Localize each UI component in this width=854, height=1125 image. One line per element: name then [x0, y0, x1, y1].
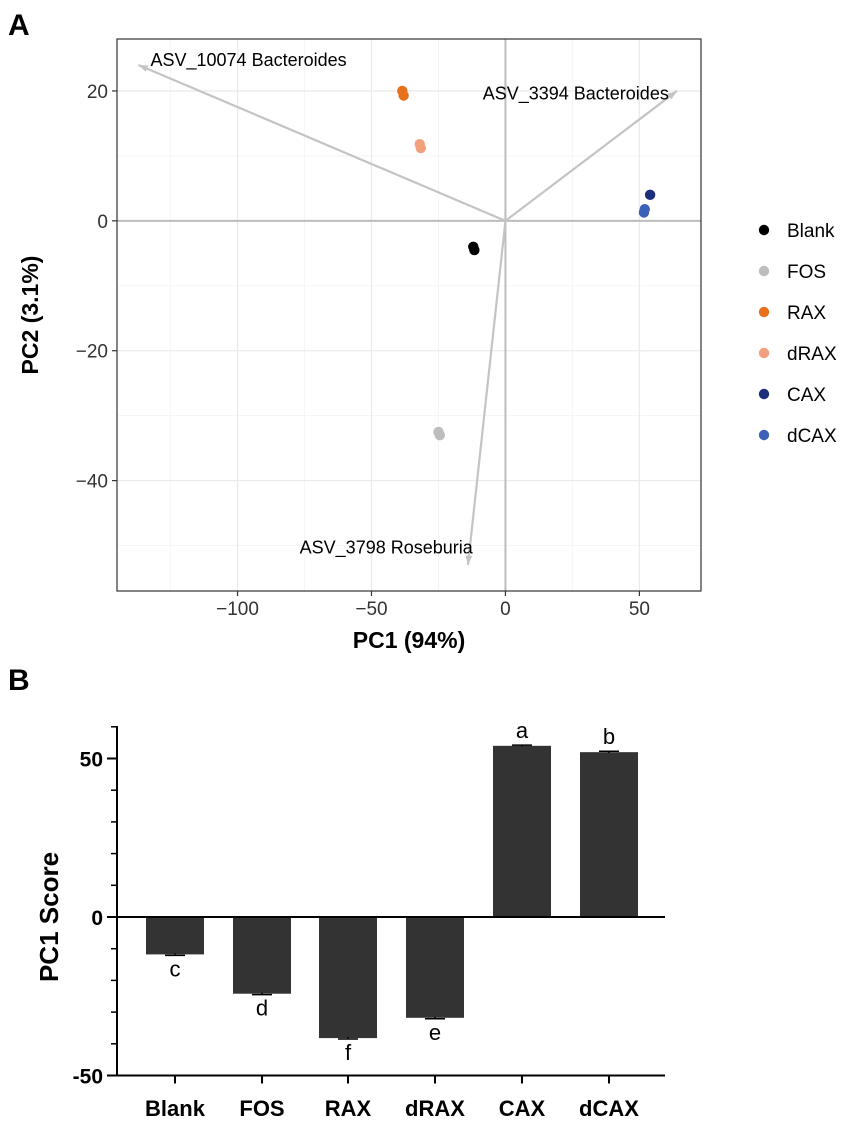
- bar-dcax: [580, 752, 638, 917]
- loading-arrowhead-asv-10074-bacteroides: [138, 64, 149, 72]
- loading-labels: ASV_10074 Bacteroides ASV_3394 Bacteroide…: [150, 50, 668, 559]
- category-label-dcax: dCAX: [579, 1096, 639, 1121]
- legend-label-dcax: dCAX: [787, 426, 837, 447]
- loading-arrows: [138, 63, 678, 566]
- loading-label-asv-3394-bacteroides: ASV_3394 Bacteroides: [483, 84, 669, 105]
- pca-axis-ticks: −100 −50 0 50 −40 −20 0 20: [76, 82, 650, 620]
- significance-letter-drax: e: [429, 1020, 441, 1045]
- legend-key-drax: [758, 347, 770, 359]
- loading-arrowhead-asv-3798-roseburia: [465, 555, 473, 566]
- pca-plot-background: [117, 39, 701, 591]
- pc1-bars: c d f e a b: [146, 718, 638, 1065]
- category-label-cax: CAX: [499, 1096, 546, 1121]
- significance-letter-blank: c: [170, 956, 181, 981]
- y-tick-label: −20: [76, 342, 108, 363]
- legend-label-fos: FOS: [787, 262, 826, 283]
- bar-blank: [146, 917, 204, 955]
- point-dcax: [638, 207, 650, 218]
- point-fos: [434, 429, 446, 441]
- pca-x-axis-title: PC1 (94%): [353, 627, 465, 653]
- point-blank: [469, 244, 480, 256]
- y-tick-label: 0: [97, 212, 108, 233]
- point-cax: [644, 189, 656, 201]
- x-tick-label: −50: [355, 599, 387, 620]
- loading-arrowhead-asv-3394-bacteroides: [667, 90, 677, 100]
- y-tick-label: −40: [76, 472, 108, 493]
- pca-grid: [117, 39, 701, 591]
- bar-y-axis-title: PC1 Score: [34, 852, 64, 982]
- legend-label-blank: Blank: [787, 221, 835, 242]
- significance-letter-cax: a: [516, 718, 529, 743]
- point-rax: [398, 90, 409, 101]
- legend: Blank FOS RAX dRAX CAX dCAX: [758, 221, 837, 447]
- loading-label-asv-10074-bacteroides: ASV_10074 Bacteroides: [150, 50, 346, 71]
- legend-key-blank: [758, 224, 770, 236]
- category-label-blank: Blank: [145, 1096, 206, 1121]
- panel-letter-a: A: [8, 9, 30, 42]
- legend-key-fos: [758, 265, 770, 277]
- y-tick-label: 50: [80, 749, 103, 772]
- y-tick-label: -50: [73, 1066, 103, 1089]
- bar-rax: [319, 917, 377, 1039]
- category-label-drax: dRAX: [405, 1096, 465, 1121]
- bar-drax: [406, 917, 464, 1018]
- loading-label-asv-3798-roseburia: ASV_3798 Roseburia: [300, 537, 474, 558]
- significance-letter-dcax: b: [603, 724, 615, 749]
- y-tick-label: 20: [87, 82, 108, 103]
- category-label-rax: RAX: [325, 1096, 372, 1121]
- x-tick-label: 50: [629, 599, 650, 620]
- legend-label-drax: dRAX: [787, 344, 837, 365]
- score-points: [397, 85, 656, 441]
- legend-label-rax: RAX: [787, 303, 826, 324]
- legend-key-dcax: [758, 429, 770, 441]
- significance-letter-rax: f: [345, 1040, 352, 1065]
- legend-key-rax: [758, 306, 770, 318]
- bar-cax: [493, 745, 551, 917]
- x-tick-label: −100: [216, 599, 259, 620]
- category-label-fos: FOS: [239, 1096, 284, 1121]
- bar-axes: Blank FOS RAX dRAX CAX dCAX -50 0 50: [73, 726, 665, 1121]
- x-tick-label: 0: [500, 599, 511, 620]
- loading-arrow-asv-3798-roseburia: [466, 220, 507, 566]
- legend-label-cax: CAX: [787, 385, 826, 406]
- point-drax: [415, 142, 426, 154]
- legend-key-cax: [758, 388, 770, 400]
- significance-letter-fos: d: [256, 996, 268, 1021]
- loading-arrow-asv-10074-bacteroides: [138, 63, 506, 222]
- pca-y-axis-title: PC2 (3.1%): [17, 256, 43, 375]
- panel-letter-b: B: [8, 664, 30, 697]
- loading-arrow-asv-3394-bacteroides: [504, 90, 678, 222]
- bar-fos: [233, 917, 291, 994]
- y-tick-label: 0: [91, 907, 103, 930]
- pca-plot-frame: [116, 38, 702, 592]
